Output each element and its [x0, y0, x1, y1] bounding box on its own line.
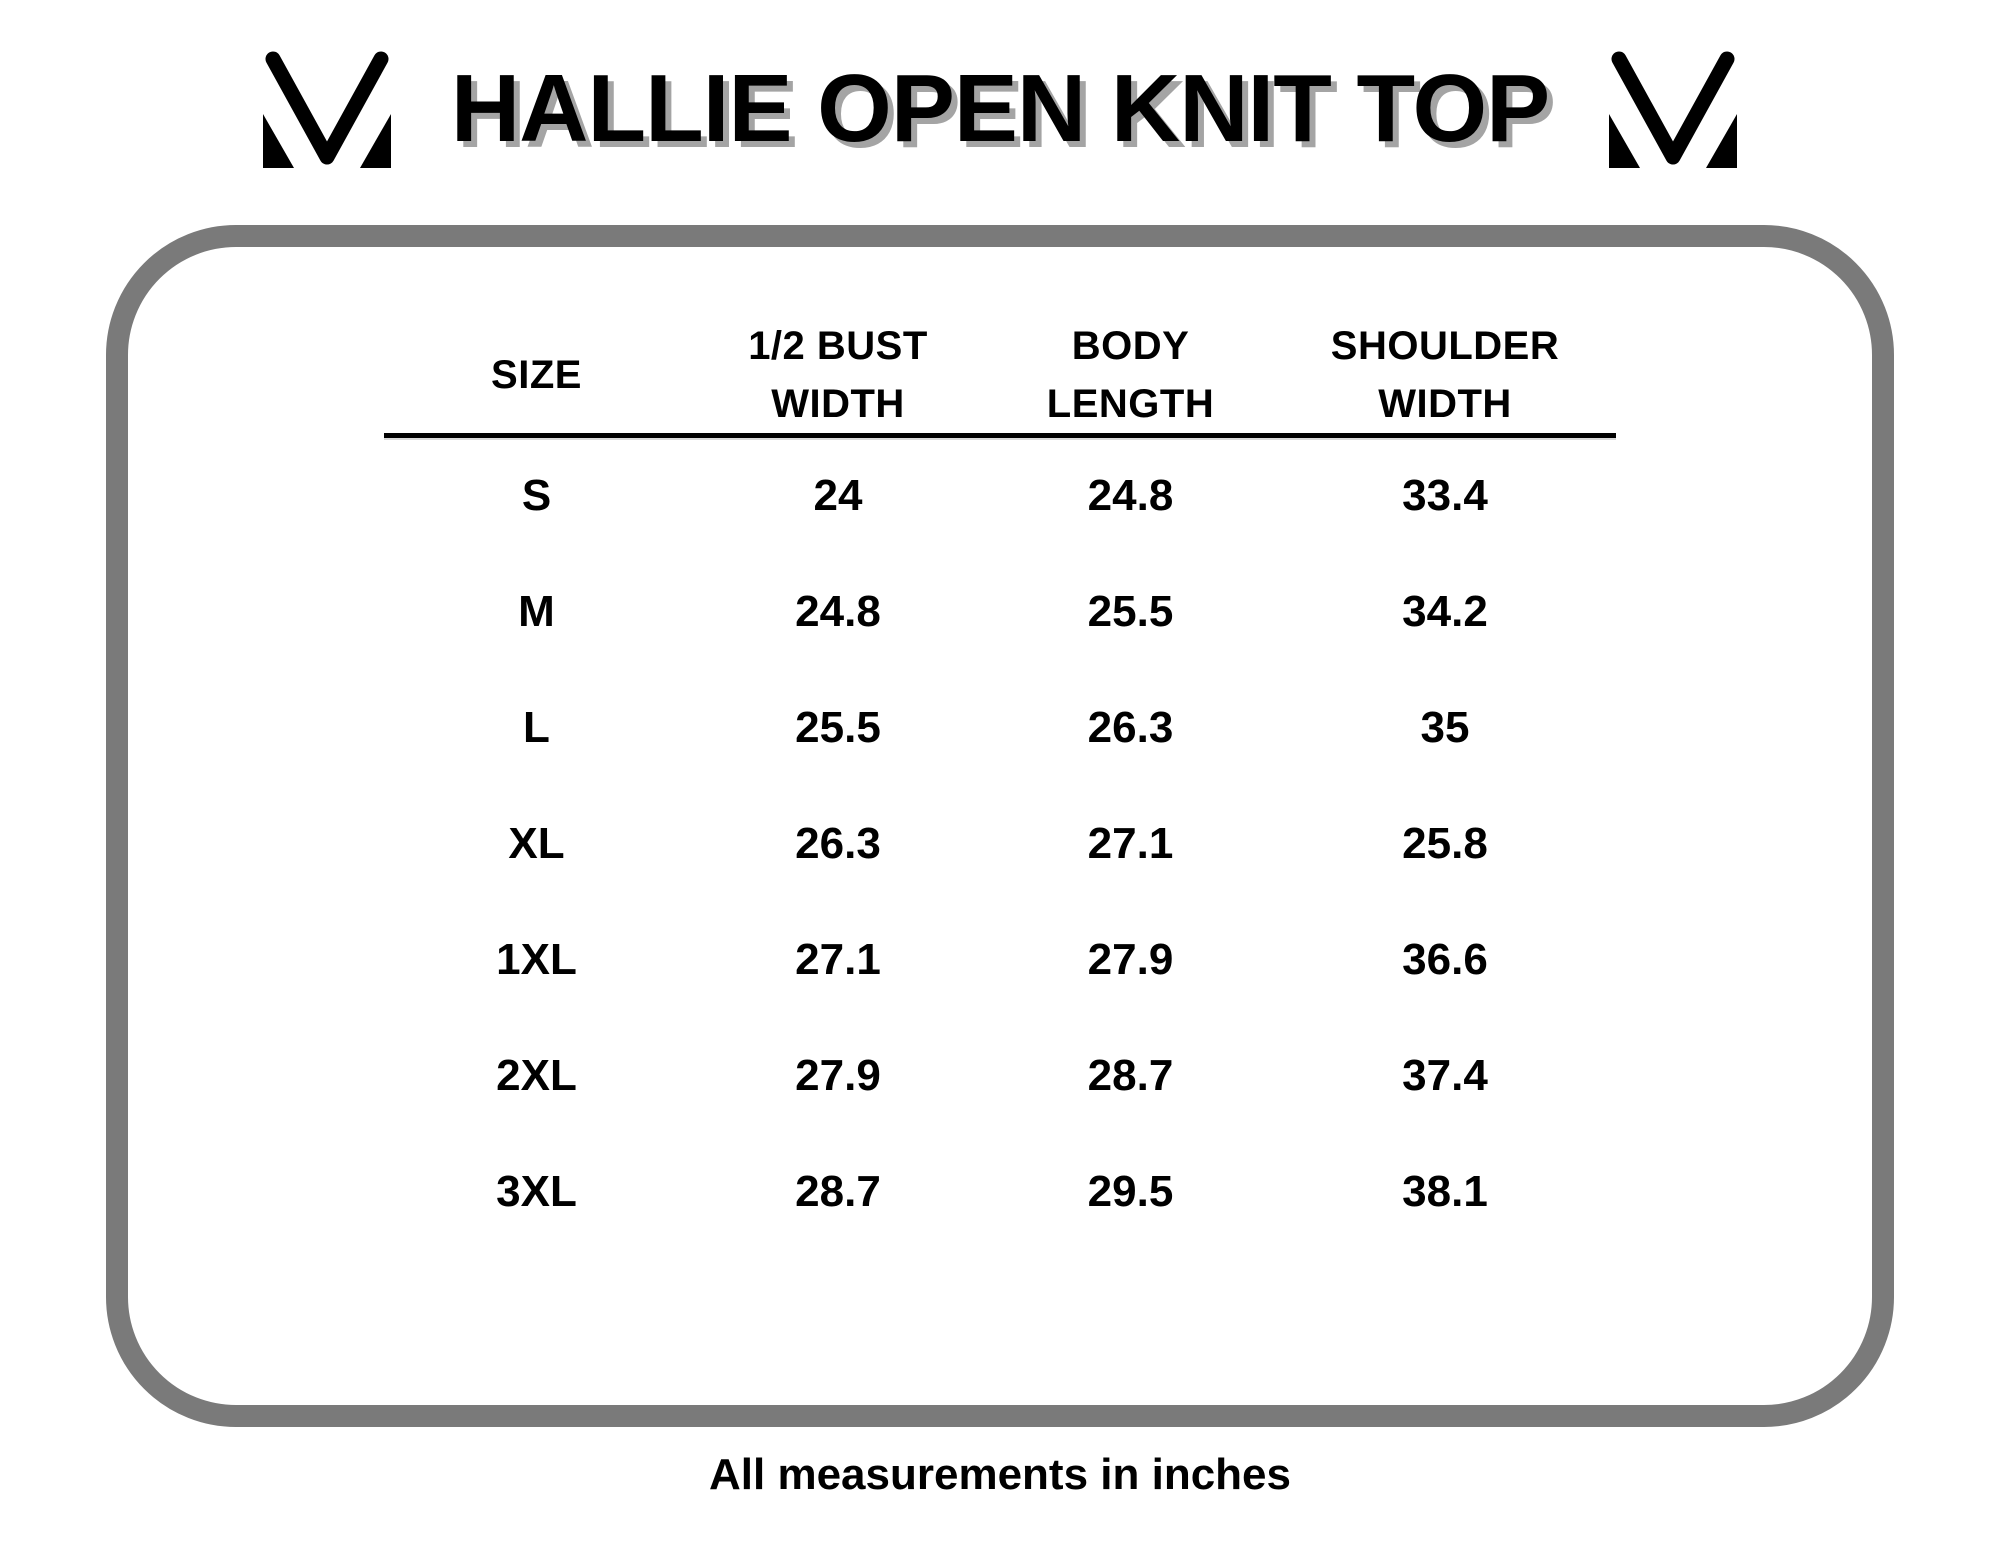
cell-shoulder-width: 36.6 — [1402, 935, 1488, 984]
header: HALLIE OPEN KNIT TOP — [0, 18, 2000, 200]
logo-right-triangle — [1706, 114, 1738, 168]
logo-left-triangle — [262, 114, 294, 168]
cell-shoulder-width: 33.4 — [1402, 471, 1488, 520]
column-header-bust-width: 1/2 BUST WIDTH — [689, 317, 987, 433]
table-row-s: S 24 24.8 33.4 — [384, 438, 1616, 554]
cell-shoulder-width: 35 — [1420, 703, 1470, 752]
header-line: LENGTH — [1046, 382, 1215, 426]
page-title: HALLIE OPEN KNIT TOP — [450, 55, 1550, 162]
size-chart-frame: SIZE 1/2 BUST WIDTH BODY LENGTH SHOULDER… — [106, 225, 1894, 1427]
cell-size: 1XL — [496, 935, 577, 984]
cell-body-length: 25.5 — [1087, 587, 1174, 636]
table-body: S 24 24.8 33.4 M 24.8 25.5 34.2 L 25.5 2… — [384, 438, 1616, 1250]
table-row-m: M 24.8 25.5 34.2 — [384, 554, 1616, 670]
cell-size: S — [521, 471, 552, 520]
cell-size: XL — [508, 819, 565, 868]
brand-m-logo-right — [1609, 51, 1738, 168]
column-header-size: SIZE — [384, 317, 689, 433]
cell-size: M — [518, 587, 555, 636]
cell-bust-width: 27.9 — [795, 1051, 881, 1100]
table-row-3xl: 3XL 28.7 29.5 38.1 — [384, 1134, 1616, 1250]
size-table: SIZE 1/2 BUST WIDTH BODY LENGTH SHOULDER… — [384, 317, 1616, 1250]
cell-size: 3XL — [496, 1167, 577, 1216]
cell-bust-width: 24.8 — [795, 587, 881, 636]
column-header-shoulder-width: SHOULDER WIDTH — [1274, 317, 1616, 433]
cell-size: 2XL — [496, 1051, 577, 1100]
header-line: BODY — [1071, 324, 1190, 368]
cell-bust-width: 24 — [813, 471, 863, 520]
table-row-1xl: 1XL 27.1 27.9 36.6 — [384, 902, 1616, 1018]
measurements-note: All measurements in inches — [709, 1450, 1291, 1499]
cell-body-length: 28.7 — [1087, 1051, 1174, 1100]
brand-m-logo-left — [262, 51, 391, 168]
cell-shoulder-width: 34.2 — [1402, 587, 1488, 636]
logo-v-stroke — [265, 51, 389, 165]
cell-shoulder-width: 25.8 — [1402, 819, 1488, 868]
cell-body-length: 29.5 — [1087, 1167, 1174, 1216]
logo-right-triangle — [359, 114, 391, 168]
cell-body-length: 27.9 — [1087, 935, 1174, 984]
cell-bust-width: 26.3 — [795, 819, 881, 868]
header-line: SHOULDER — [1330, 324, 1560, 368]
cell-bust-width: 27.1 — [795, 935, 881, 984]
table-row-2xl: 2XL 27.9 28.7 37.4 — [384, 1018, 1616, 1134]
header-line: 1/2 BUST — [748, 324, 928, 368]
cell-body-length: 24.8 — [1087, 471, 1174, 520]
header-divider — [384, 433, 1616, 438]
cell-body-length: 26.3 — [1087, 703, 1174, 752]
cell-bust-width: 25.5 — [795, 703, 881, 752]
table-row-xl: XL 26.3 27.1 25.8 — [384, 786, 1616, 902]
header-line: SIZE — [491, 353, 582, 397]
logo-v-stroke — [1611, 51, 1735, 165]
header-line: WIDTH — [771, 382, 905, 426]
header-line: WIDTH — [1378, 382, 1512, 426]
table-row-l: L 25.5 26.3 35 — [384, 670, 1616, 786]
cell-shoulder-width: 38.1 — [1402, 1167, 1488, 1216]
cell-bust-width: 28.7 — [795, 1167, 881, 1216]
logo-left-triangle — [1609, 114, 1641, 168]
column-header-body-length: BODY LENGTH — [987, 317, 1274, 433]
table-header-row: SIZE 1/2 BUST WIDTH BODY LENGTH SHOULDER… — [384, 317, 1616, 433]
cell-size: L — [523, 703, 550, 752]
cell-body-length: 27.1 — [1087, 819, 1174, 868]
cell-shoulder-width: 37.4 — [1402, 1051, 1488, 1100]
